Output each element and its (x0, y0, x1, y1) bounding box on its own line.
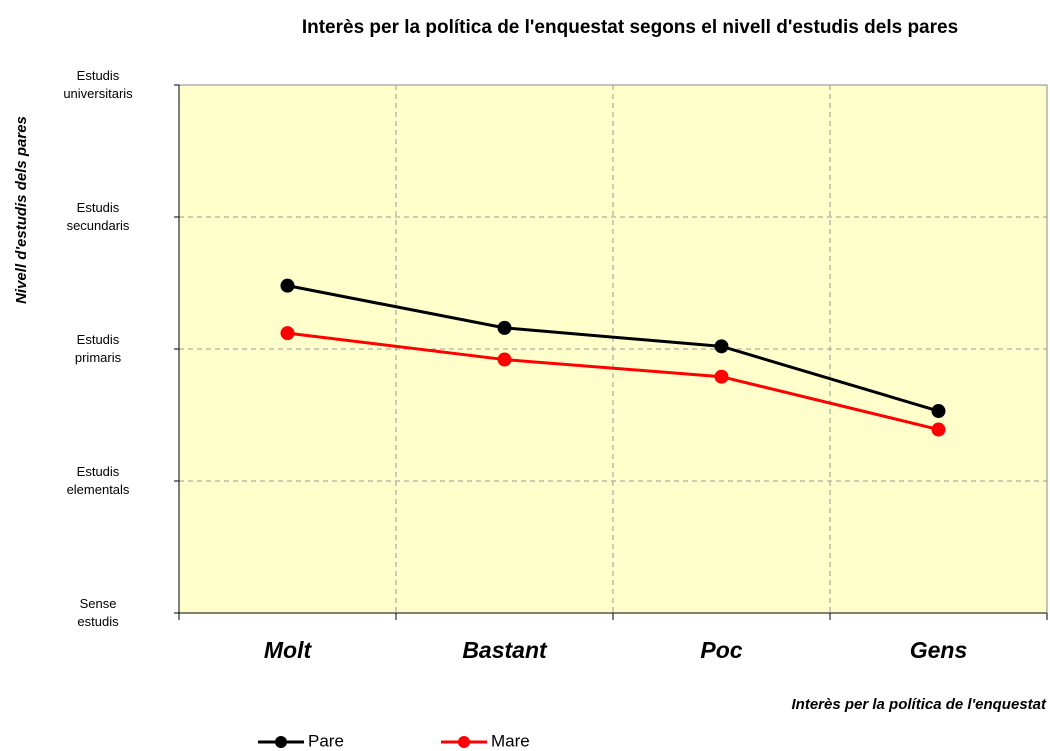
marker (497, 352, 512, 367)
y-tick-label: Estudis secundaris (67, 200, 130, 233)
line (287, 331, 939, 431)
x-tick-label: Poc (700, 637, 742, 663)
y-tick-label: Sense estudis (77, 596, 119, 629)
marker (497, 320, 512, 335)
marker (931, 422, 946, 437)
x-tick-label: Bastant (462, 637, 548, 663)
x-tick-label: Molt (264, 637, 313, 663)
legend-label: Mare (491, 731, 530, 750)
y-tick-label: Estudis primaris (75, 332, 122, 365)
line (287, 284, 939, 413)
marker (931, 404, 946, 419)
legend-marker (275, 736, 287, 748)
legend-marker (458, 736, 470, 748)
marker (714, 339, 729, 354)
x-axis-label: Interès per la política de l'enquestat (792, 696, 1047, 713)
y-tick-label: Estudis universitaris (63, 68, 133, 101)
y-axis-label: Nivell d'estudis dels pares (13, 116, 30, 304)
marker (714, 369, 729, 384)
y-tick-label: Estudis elementals (67, 464, 130, 497)
chart-title: Interès per la política de l'enquestat s… (302, 17, 958, 38)
marker (280, 278, 295, 293)
x-tick-label: Gens (910, 637, 968, 663)
marker (280, 326, 295, 341)
legend-label: Pare (308, 731, 344, 750)
